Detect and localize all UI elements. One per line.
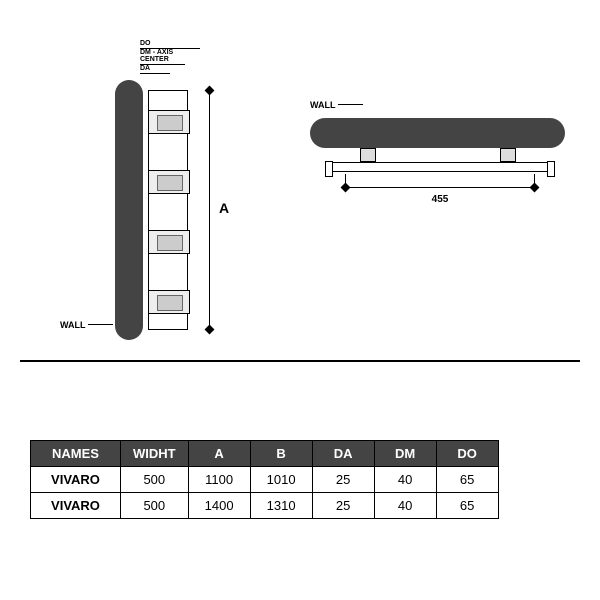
mounting-bar (330, 162, 550, 172)
dim-dm: DM - AXIS CENTER (140, 49, 185, 65)
top-dimensions: DO DM - AXIS CENTER DA (140, 40, 200, 74)
col-header: DM (374, 441, 436, 467)
dimension-a: A (205, 90, 225, 330)
radiator-panel-side (115, 80, 143, 340)
table-cell: 65 (436, 493, 498, 519)
table-cell: 500 (121, 493, 189, 519)
radiator-panel-top (310, 118, 565, 148)
bracket (148, 110, 190, 134)
dim-da: DA (140, 65, 170, 74)
table-cell: 25 (312, 467, 374, 493)
baseline (20, 360, 580, 362)
table-cell: 25 (312, 493, 374, 519)
table-row: VIVARO50011001010254065 (31, 467, 499, 493)
col-header: DA (312, 441, 374, 467)
col-header: DO (436, 441, 498, 467)
wall-label-right: WALL (310, 100, 336, 110)
table-cell: 65 (436, 467, 498, 493)
table-cell: VIVARO (31, 493, 121, 519)
table-cell: 1310 (250, 493, 312, 519)
dim-455-label: 455 (345, 194, 535, 205)
top-view: WALL 455 (300, 100, 580, 220)
table-cell: 1100 (188, 467, 250, 493)
col-header: A (188, 441, 250, 467)
bracket (148, 170, 190, 194)
dim-do: DO (140, 40, 200, 49)
drawing-canvas: DO DM - AXIS CENTER DA WALL A WALL 455 (0, 0, 600, 400)
table-cell: 40 (374, 493, 436, 519)
table-cell: 500 (121, 467, 189, 493)
bracket (148, 230, 190, 254)
col-header: WIDHT (121, 441, 189, 467)
col-header: B (250, 441, 312, 467)
mounting-leg (500, 148, 516, 162)
col-header: NAMES (31, 441, 121, 467)
table-cell: 1400 (188, 493, 250, 519)
spec-table: NAMESWIDHTABDADMDO VIVARO500110010102540… (30, 440, 499, 519)
wall-label-left: WALL (60, 320, 86, 330)
table-cell: 40 (374, 467, 436, 493)
table-row: VIVARO50014001310254065 (31, 493, 499, 519)
dim-a-label: A (219, 200, 229, 216)
bracket (148, 290, 190, 314)
dimension-455: 455 (345, 180, 535, 196)
mounting-leg (360, 148, 376, 162)
side-elevation: DO DM - AXIS CENTER DA WALL A (60, 40, 240, 360)
table-cell: VIVARO (31, 467, 121, 493)
table-cell: 1010 (250, 467, 312, 493)
table-body: VIVARO50011001010254065VIVARO50014001310… (31, 467, 499, 519)
table-header-row: NAMESWIDHTABDADMDO (31, 441, 499, 467)
